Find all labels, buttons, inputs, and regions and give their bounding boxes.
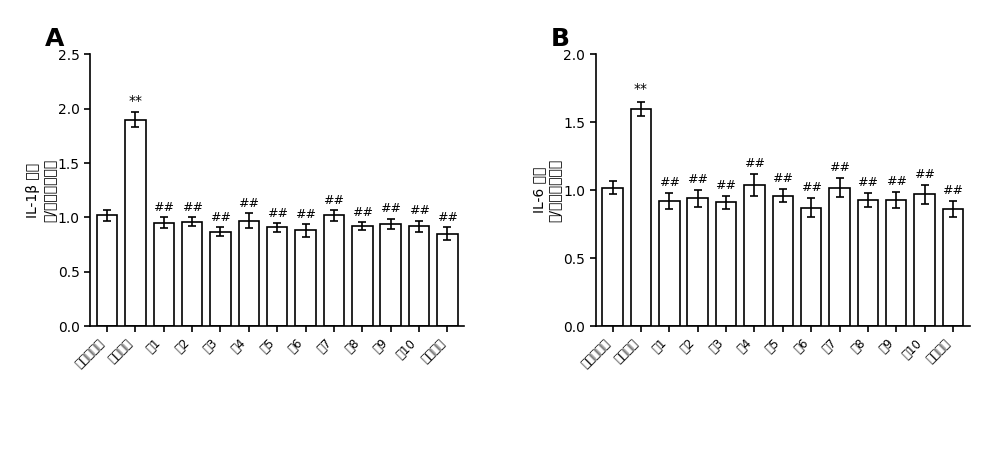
Bar [716, 202, 736, 326]
Bar [886, 200, 906, 326]
Text: ##: ## [295, 208, 316, 221]
Bar [324, 215, 344, 326]
Bar [267, 227, 287, 326]
Bar [182, 222, 202, 326]
Text: ##: ## [914, 168, 935, 181]
Bar [125, 120, 146, 326]
Bar [943, 209, 963, 326]
Bar [352, 226, 373, 326]
Bar [659, 201, 680, 326]
Text: ##: ## [942, 184, 963, 197]
Bar [744, 185, 765, 326]
Bar [914, 194, 935, 326]
Bar [154, 223, 174, 326]
Text: ##: ## [210, 211, 231, 224]
Bar [239, 221, 259, 326]
Text: ##: ## [886, 174, 907, 188]
Text: ##: ## [182, 201, 203, 214]
Bar [773, 196, 793, 326]
Bar [97, 215, 117, 326]
Text: ##: ## [409, 204, 430, 217]
Text: A: A [45, 27, 64, 51]
Bar [829, 188, 850, 326]
Text: **: ** [634, 82, 648, 96]
Text: ##: ## [857, 176, 878, 189]
Text: ##: ## [716, 178, 737, 192]
Bar [295, 231, 316, 326]
Text: IL-1β 水平
（/空白对照组）: IL-1β 水平 （/空白对照组） [26, 159, 56, 222]
Bar [858, 200, 878, 326]
Bar [437, 234, 458, 326]
Text: ##: ## [238, 197, 259, 210]
Bar [409, 226, 429, 326]
Text: ##: ## [380, 202, 401, 215]
Text: ##: ## [744, 157, 765, 170]
Text: ##: ## [829, 161, 850, 174]
Text: ##: ## [437, 211, 458, 224]
Text: ##: ## [153, 201, 174, 214]
Text: ##: ## [801, 181, 822, 194]
Bar [210, 231, 231, 326]
Text: B: B [551, 27, 570, 51]
Text: ##: ## [687, 173, 708, 186]
Text: ##: ## [659, 176, 680, 189]
Text: ##: ## [772, 172, 793, 185]
Text: IL-6 水平
（/空白对照组）: IL-6 水平 （/空白对照组） [532, 159, 562, 222]
Bar [687, 198, 708, 326]
Bar [380, 224, 401, 326]
Text: ##: ## [323, 193, 344, 207]
Text: ##: ## [267, 207, 288, 220]
Bar [801, 208, 821, 326]
Bar [631, 109, 651, 326]
Bar [602, 188, 623, 326]
Text: ##: ## [352, 206, 373, 218]
Text: **: ** [128, 94, 142, 108]
